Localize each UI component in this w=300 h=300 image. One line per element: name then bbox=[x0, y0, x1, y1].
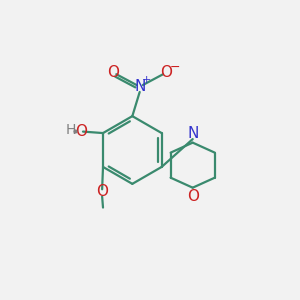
Text: N: N bbox=[134, 79, 146, 94]
Text: O: O bbox=[187, 189, 199, 204]
Text: −: − bbox=[170, 61, 180, 74]
Text: N: N bbox=[187, 127, 198, 142]
Text: O: O bbox=[160, 65, 172, 80]
Text: O: O bbox=[75, 124, 87, 139]
Text: O: O bbox=[96, 184, 108, 199]
Text: +: + bbox=[142, 75, 151, 85]
Text: O: O bbox=[107, 65, 119, 80]
Text: H: H bbox=[66, 123, 76, 137]
